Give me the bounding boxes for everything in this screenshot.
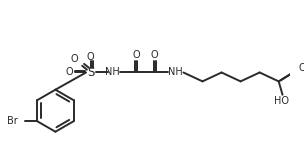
Text: O: O (71, 54, 78, 64)
Text: Br: Br (7, 116, 18, 126)
Text: O: O (150, 50, 158, 60)
Text: NH: NH (105, 68, 120, 78)
Text: NH: NH (168, 68, 183, 78)
Text: O: O (299, 63, 304, 73)
Text: S: S (87, 66, 95, 79)
Text: O: O (87, 52, 95, 62)
Text: O: O (133, 50, 140, 60)
Text: O: O (66, 68, 74, 78)
Text: HO: HO (274, 96, 289, 106)
